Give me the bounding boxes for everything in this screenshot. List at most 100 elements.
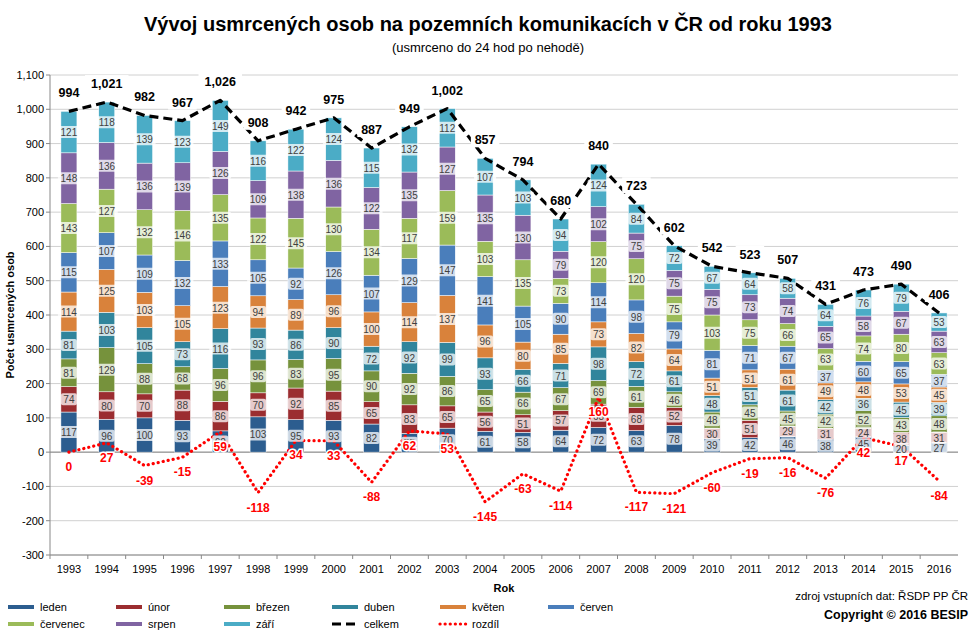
category-label: 2000 [322, 563, 346, 575]
x-tick [125, 555, 126, 559]
data-label: 64 [669, 355, 681, 366]
bar-segment [515, 342, 531, 369]
label-bg [58, 306, 80, 318]
tick-label: 1,000 [16, 103, 44, 115]
legend-swatch [548, 605, 574, 609]
data-label: 63 [934, 359, 946, 370]
label-bg [426, 82, 470, 98]
data-label: 95 [290, 431, 302, 442]
data-label: 68 [177, 373, 189, 384]
data-label: 20 [896, 444, 908, 455]
data-label: 105 [136, 341, 153, 352]
total-label: 1,021 [91, 77, 122, 91]
bar-segment [515, 260, 531, 306]
data-label: 67 [896, 318, 908, 329]
data-label: 73 [593, 329, 605, 340]
data-label: 82 [366, 433, 378, 444]
label-bg [553, 229, 569, 241]
data-label: 30 [707, 429, 719, 440]
label-bg [326, 430, 342, 442]
x-tick [239, 555, 240, 559]
bar-segment [250, 141, 266, 181]
x-tick [693, 555, 694, 559]
bar-segment [553, 334, 569, 363]
label-bg [780, 395, 796, 407]
data-label: 116 [250, 156, 266, 167]
bar-segment [780, 390, 796, 411]
data-label: 129 [98, 365, 115, 376]
bar-segment [477, 412, 493, 431]
label-bg [774, 251, 803, 267]
data-label: 122 [288, 145, 305, 156]
bar-segment [628, 300, 644, 334]
data-label: 48 [707, 399, 719, 410]
data-label: 126 [212, 168, 229, 179]
label-bg [326, 305, 342, 317]
difference-label: 160 [589, 405, 609, 419]
label-bg [477, 416, 493, 428]
legend-swatch [440, 605, 466, 609]
label-bg [323, 178, 345, 190]
label-bg [591, 434, 607, 446]
bar-segment [401, 218, 417, 258]
bar-segment [288, 171, 304, 218]
label-bg [666, 375, 682, 387]
label-bg [288, 309, 304, 321]
x-tick [655, 555, 656, 559]
label-bg [515, 418, 531, 430]
data-label: 136 [325, 179, 342, 190]
label-bg [818, 428, 834, 440]
bar-segment [742, 273, 758, 295]
difference-label: 0 [66, 460, 73, 474]
label-bg [395, 100, 424, 116]
label-bg [780, 352, 796, 364]
bar-segment [477, 277, 493, 325]
difference-label: -88 [363, 490, 381, 504]
bar-segment [515, 392, 531, 415]
data-label: 45 [782, 414, 794, 425]
label-bg [247, 155, 269, 167]
bar-segment [742, 420, 758, 437]
label-bg [134, 304, 156, 316]
category-label: 2008 [624, 563, 648, 575]
label-bg [811, 277, 840, 293]
bar-segment [855, 361, 871, 382]
data-label: 61 [631, 392, 643, 403]
category-label: 2012 [776, 563, 800, 575]
data-label: 65 [366, 408, 378, 419]
label-bg [553, 313, 569, 325]
data-label: 38 [896, 434, 908, 445]
bar-segment [704, 396, 720, 412]
bar-segment [893, 311, 909, 334]
data-label: 124 [325, 134, 342, 145]
bar-segment [61, 331, 77, 359]
label-bg [704, 296, 720, 308]
bar-segment [855, 398, 871, 410]
tick-label: 900 [26, 138, 44, 150]
difference-label: 34 [289, 448, 303, 462]
data-label: 46 [782, 439, 794, 450]
data-label: 136 [98, 161, 115, 172]
label-bg [553, 285, 569, 297]
bar-segment [326, 359, 342, 392]
data-label: 49 [820, 386, 832, 397]
data-label: 58 [517, 437, 529, 448]
difference-label: -16 [779, 466, 797, 480]
tick-mark [46, 75, 50, 76]
data-label: 99 [442, 354, 454, 365]
label-bg [99, 400, 115, 412]
label-bg [818, 309, 834, 321]
data-label: 63 [934, 337, 946, 348]
label-bg [250, 399, 266, 411]
bar-segment [780, 369, 796, 390]
label-bg [625, 273, 647, 285]
label-bg [553, 435, 569, 447]
label-bg [893, 419, 909, 431]
total-label: 840 [588, 139, 609, 153]
bar-segment [742, 370, 758, 387]
tick-label: -200 [22, 515, 44, 527]
data-label: 112 [439, 123, 455, 134]
bar-segment [931, 331, 947, 353]
total-label: 507 [777, 253, 798, 267]
label-bg [742, 439, 758, 451]
